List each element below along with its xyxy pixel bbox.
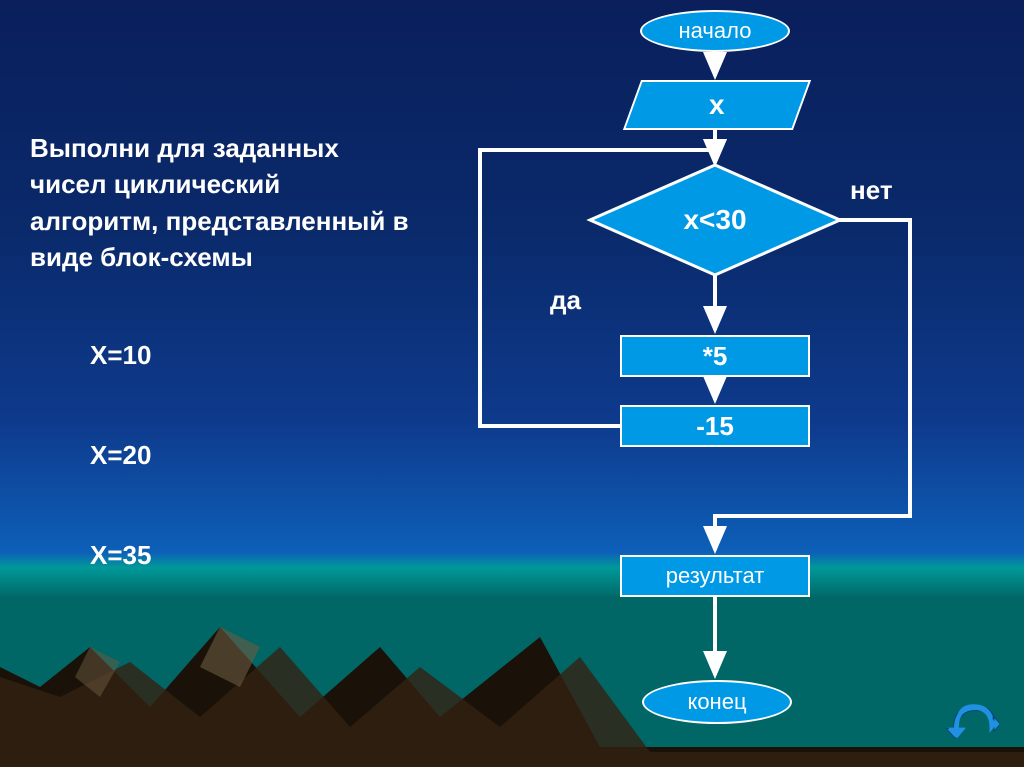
x-value-3: X=35 bbox=[90, 540, 151, 571]
node-result: результат bbox=[620, 555, 810, 597]
branch-yes: да bbox=[550, 285, 581, 316]
node-start: начало bbox=[640, 10, 790, 52]
x-value-1: X=10 bbox=[90, 340, 151, 371]
task-description: Выполни для заданных чисел циклический а… bbox=[30, 130, 410, 276]
node-op2-label: -15 bbox=[696, 411, 734, 442]
node-result-label: результат bbox=[666, 563, 765, 589]
node-start-label: начало bbox=[679, 18, 752, 44]
node-op1-label: *5 bbox=[703, 341, 728, 372]
node-input-label: x bbox=[709, 89, 725, 121]
node-decision-label: x<30 bbox=[683, 204, 746, 236]
node-decision-label-wrap: x<30 bbox=[590, 165, 840, 275]
node-input: x bbox=[623, 80, 811, 130]
node-end-label: конец bbox=[687, 689, 746, 715]
return-button[interactable] bbox=[944, 697, 999, 742]
x-value-2: X=20 bbox=[90, 440, 151, 471]
branch-no: нет bbox=[850, 175, 893, 206]
node-op1: *5 bbox=[620, 335, 810, 377]
node-end: конец bbox=[642, 680, 792, 724]
flowchart: начало x x<30 *5 -15 результат конец да … bbox=[420, 0, 1020, 767]
node-op2: -15 bbox=[620, 405, 810, 447]
